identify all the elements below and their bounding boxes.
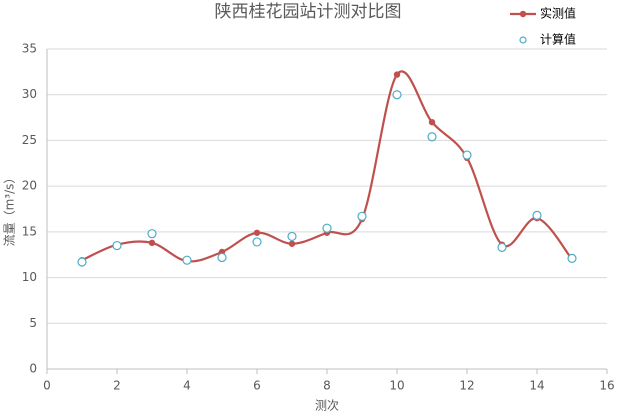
point	[182, 255, 192, 265]
chart-title: 陕西桂花园站计测对比图	[215, 2, 402, 22]
point	[428, 118, 436, 126]
point	[567, 253, 577, 263]
x-tick-label: 8	[323, 379, 331, 393]
point	[462, 150, 472, 160]
point	[322, 223, 332, 233]
point	[532, 210, 542, 220]
legend-label: 计算值	[540, 32, 576, 47]
point	[252, 237, 262, 247]
point	[253, 229, 261, 236]
y-axis-label: 流量（m³/s）	[3, 172, 17, 247]
legend-label: 实测值	[540, 6, 576, 21]
point	[288, 240, 296, 247]
point	[427, 132, 437, 142]
point	[77, 257, 87, 267]
y-tick-label: 25	[22, 133, 37, 147]
y-tick-label: 5	[29, 316, 37, 330]
legend-marker	[519, 36, 527, 44]
point	[112, 240, 122, 251]
point	[217, 252, 227, 263]
x-axis-label: 测次	[315, 399, 339, 413]
x-tick-label: 4	[183, 379, 191, 393]
series-line	[81, 70, 573, 263]
x-tick-label: 12	[459, 379, 474, 393]
point	[147, 229, 157, 239]
x-tick-label: 16	[599, 379, 614, 393]
x-tick-label: 0	[43, 379, 51, 393]
y-tick-label: 10	[22, 270, 37, 284]
y-tick-label: 0	[29, 362, 37, 376]
y-tick-label: 15	[22, 224, 37, 238]
x-tick-label: 10	[389, 379, 404, 393]
y-tick-label: 20	[22, 179, 37, 193]
point	[148, 239, 156, 247]
x-tick-label: 6	[253, 379, 261, 393]
x-tick-label: 14	[529, 379, 544, 393]
point	[287, 231, 297, 242]
y-tick-label: 30	[22, 87, 37, 101]
point	[357, 211, 367, 221]
legend-marker	[519, 10, 527, 18]
point	[497, 242, 507, 252]
x-tick-label: 2	[113, 379, 121, 393]
point	[392, 90, 402, 100]
y-tick-label: 35	[22, 42, 37, 56]
point	[393, 71, 401, 78]
